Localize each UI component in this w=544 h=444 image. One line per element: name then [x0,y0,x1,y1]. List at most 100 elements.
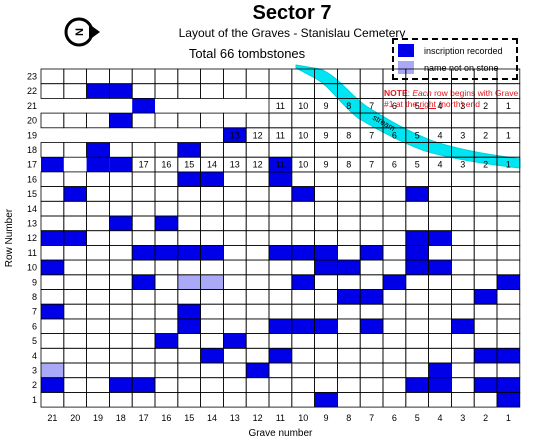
grave-cell [473,112,498,129]
grave-recorded-cell [405,230,429,246]
row-number-label: 16 [27,174,37,184]
grave-cell [359,200,384,217]
grave-cell [63,112,87,129]
grave-cell [222,289,247,305]
grave-cell [63,303,87,320]
grave-cell [314,362,338,379]
grave-cell [131,142,156,158]
row-number-label: 23 [27,72,37,82]
grave-not-on-stone-cell [177,274,201,290]
row-number-label: 20 [27,116,37,126]
grave-number-label: 2 [483,101,488,111]
grave-cell [496,333,521,349]
grave-cell [109,230,133,246]
grave-cell [473,303,498,320]
grave-recorded-cell [291,274,315,290]
grave-number-tick: 10 [298,413,308,423]
grave-cell [86,362,110,379]
grave-cell [200,200,224,217]
grave-cell [405,303,429,320]
grave-cell [450,83,475,99]
grave-recorded-cell [337,289,361,305]
grave-cell [109,303,133,320]
grave-cell [405,171,429,187]
grave-cell [154,83,179,99]
grave-cell [109,318,133,334]
grave-cell [359,377,384,393]
grave-cell [268,83,293,99]
grave-number-tick: 19 [93,413,103,423]
grave-cell [154,186,179,202]
grave-cell [268,215,293,232]
grave-cell [63,244,87,261]
grave-cell [177,289,202,305]
grave-cell [222,274,247,290]
grave-number-tick: 20 [70,413,80,423]
grave-number-label: 3 [460,160,465,170]
grave-cell [359,112,384,129]
grave-cell [222,391,247,408]
grave-cell [496,230,521,246]
grave-cell [336,362,361,379]
grave-cell [154,259,179,276]
grave-cell [405,274,429,290]
grave-number-label: 1 [506,101,511,111]
grave-cell [405,83,429,99]
row-number-label: 22 [27,86,37,96]
grave-number-label: 13 [230,130,240,140]
grave-cell [154,318,179,334]
grave-recorded-cell [428,363,452,378]
grave-cell [222,230,247,246]
grave-cell [450,142,475,158]
grave-cell [200,215,224,232]
grave-recorded-cell [269,348,292,363]
grave-recorded-cell [428,260,452,275]
grave-cell [382,259,407,276]
grave-cell [428,347,452,364]
grave-recorded-cell [360,245,383,261]
grave-cell [359,230,384,246]
grave-number-label: 4 [437,130,442,140]
grave-recorded-cell [451,318,475,334]
grave-cell [382,83,407,99]
grave-number-label: 11 [276,160,285,170]
grave-number-tick: 16 [161,413,171,423]
grave-cell [154,68,179,85]
grave-cell [314,142,338,158]
grave-cell [336,142,361,158]
grave-cell [63,318,87,334]
grave-recorded-cell [132,245,155,261]
grave-recorded-cell [314,318,338,334]
grave-cell [336,215,361,232]
grave-cell [314,377,338,393]
grave-cell [154,230,179,246]
note-underlined: right [419,99,436,109]
grave-cell [40,391,65,408]
grave-cell [450,171,475,187]
grave-cell [336,112,361,129]
grave-cell [314,347,338,364]
grave-cell [63,171,87,187]
grave-cell [63,289,87,305]
grave-cell [131,333,156,349]
grave-cell [428,274,452,290]
grave-cell [177,112,202,129]
grave-cell [200,362,224,379]
grave-cell [291,347,315,364]
row-number-label: 7 [32,307,37,317]
grave-cell [291,259,315,276]
grave-cell [382,377,407,393]
grave-cell [291,333,315,349]
grave-cell [177,259,202,276]
grave-cell [382,347,407,364]
grave-cell [222,83,247,99]
grave-recorded-cell [314,245,338,261]
grave-recorded-cell [405,186,429,202]
grave-cell [131,230,156,246]
grave-recorded-cell [155,333,178,349]
grave-cell [450,200,475,217]
grave-cell [496,186,521,202]
grave-cell [428,303,452,320]
grave-cell [63,274,87,290]
legend-not-on-stone-label: name not on stone [424,62,499,73]
